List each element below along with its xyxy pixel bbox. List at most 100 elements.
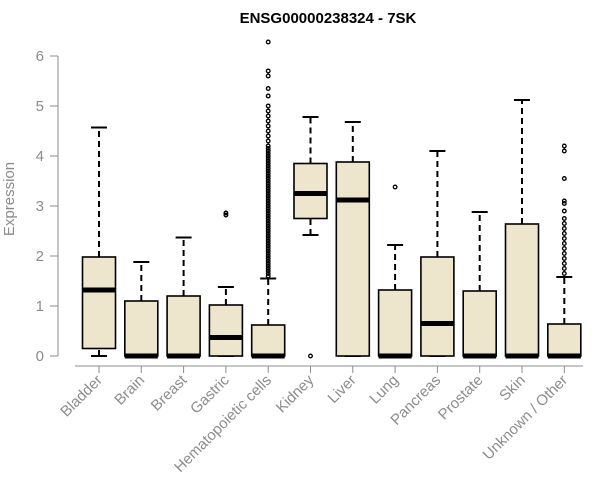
outlier-point [265, 226, 271, 231]
outlier-point [265, 218, 271, 224]
x-tick-label: Prostate [435, 372, 487, 424]
outlier-point [561, 226, 567, 231]
box-pancreas [420, 150, 455, 357]
outlier-point [265, 221, 271, 226]
outlier-point [265, 208, 271, 214]
outlier-point [265, 196, 271, 201]
outlier-point [265, 161, 271, 166]
box-skin [504, 99, 540, 359]
outlier-point [561, 241, 567, 246]
outlier-point [561, 231, 567, 236]
outlier-point [265, 273, 271, 279]
outlier-point [561, 176, 567, 181]
outlier-point [265, 183, 271, 189]
y-tick-label: 2 [36, 248, 44, 265]
outlier-point [265, 233, 271, 239]
box-iqr [124, 300, 159, 357]
x-tick-label: Bladder [57, 372, 106, 421]
box-iqr [377, 289, 413, 357]
outlier-point [265, 39, 271, 45]
outlier-point [265, 203, 271, 209]
outlier-point [561, 221, 567, 226]
outlier-point [561, 216, 567, 221]
outlier-point [561, 208, 567, 214]
outlier-point [561, 198, 567, 204]
outlier-point [265, 223, 271, 229]
outlier-point [265, 193, 271, 199]
outlier-point [265, 113, 271, 119]
outlier-point [561, 266, 567, 271]
outlier-point [265, 103, 271, 109]
x-tick-label: Skin [496, 372, 529, 405]
y-axis-label: Expression [1, 162, 18, 236]
outlier-point [308, 353, 313, 359]
outlier-point [265, 266, 271, 271]
outlier-point [392, 184, 398, 190]
outlier-point [561, 251, 567, 256]
box-iqr [420, 256, 455, 357]
outlier-point [265, 206, 271, 211]
x-tick-label: Brain [111, 372, 148, 409]
box-breast [166, 236, 201, 359]
outlier-point [265, 228, 271, 234]
outlier-point [265, 158, 271, 164]
outlier-point [265, 143, 271, 149]
x-tick-label: Lung [366, 372, 402, 408]
outlier-point [265, 73, 271, 79]
outlier-point [265, 148, 271, 154]
outlier-point [265, 238, 271, 244]
outlier-point [561, 261, 567, 266]
outlier-point [265, 166, 271, 171]
outlier-point [561, 143, 567, 149]
boxes-group [81, 39, 582, 359]
box-unknown-other [546, 143, 582, 359]
y-tick-label: 3 [36, 198, 44, 215]
outlier-point [265, 201, 271, 206]
outlier-point [265, 241, 271, 246]
box-iqr [546, 323, 582, 357]
outlier-point [561, 236, 567, 241]
y-axis: 0 1 2 3 4 5 6 [36, 48, 59, 365]
outlier-point [265, 258, 271, 264]
outlier-point [265, 68, 271, 74]
box-brain [124, 261, 159, 359]
outlier-point [265, 213, 271, 219]
outlier-point [265, 171, 271, 176]
box-kidney [293, 116, 328, 359]
outlier-point [561, 271, 567, 276]
outlier-point [265, 243, 271, 249]
outlier-point [265, 156, 271, 161]
box-hematopoietic-cells [250, 39, 286, 359]
outlier-point [265, 256, 271, 261]
outlier-point [265, 176, 271, 181]
outlier-point [265, 198, 271, 204]
outlier-point [265, 138, 271, 144]
box-iqr [208, 304, 244, 357]
outlier-point [265, 186, 271, 191]
outlier-point [265, 211, 271, 216]
outlier-point [265, 216, 271, 221]
outlier-point [265, 168, 271, 174]
outlier-point [265, 86, 271, 91]
outlier-point [265, 231, 271, 236]
x-tick-label: Liver [325, 372, 360, 407]
outlier-point [265, 191, 271, 196]
box-iqr [462, 290, 498, 357]
outlier-point [265, 246, 271, 251]
outlier-point [265, 118, 271, 124]
outlier-point [265, 108, 271, 114]
outlier-point [561, 201, 567, 206]
outlier-point [265, 248, 271, 254]
box-prostate [462, 211, 498, 359]
outlier-point [265, 188, 271, 194]
box-iqr [81, 256, 117, 350]
y-tick-label: 1 [36, 298, 44, 315]
box-liver [335, 121, 371, 357]
box-lung [377, 184, 413, 359]
box-iqr [166, 295, 201, 357]
chart-title: ENSG00000238324 - 7SK [240, 10, 417, 27]
outlier-point [265, 128, 271, 134]
outlier-point [223, 212, 229, 218]
box-iqr [504, 223, 540, 357]
